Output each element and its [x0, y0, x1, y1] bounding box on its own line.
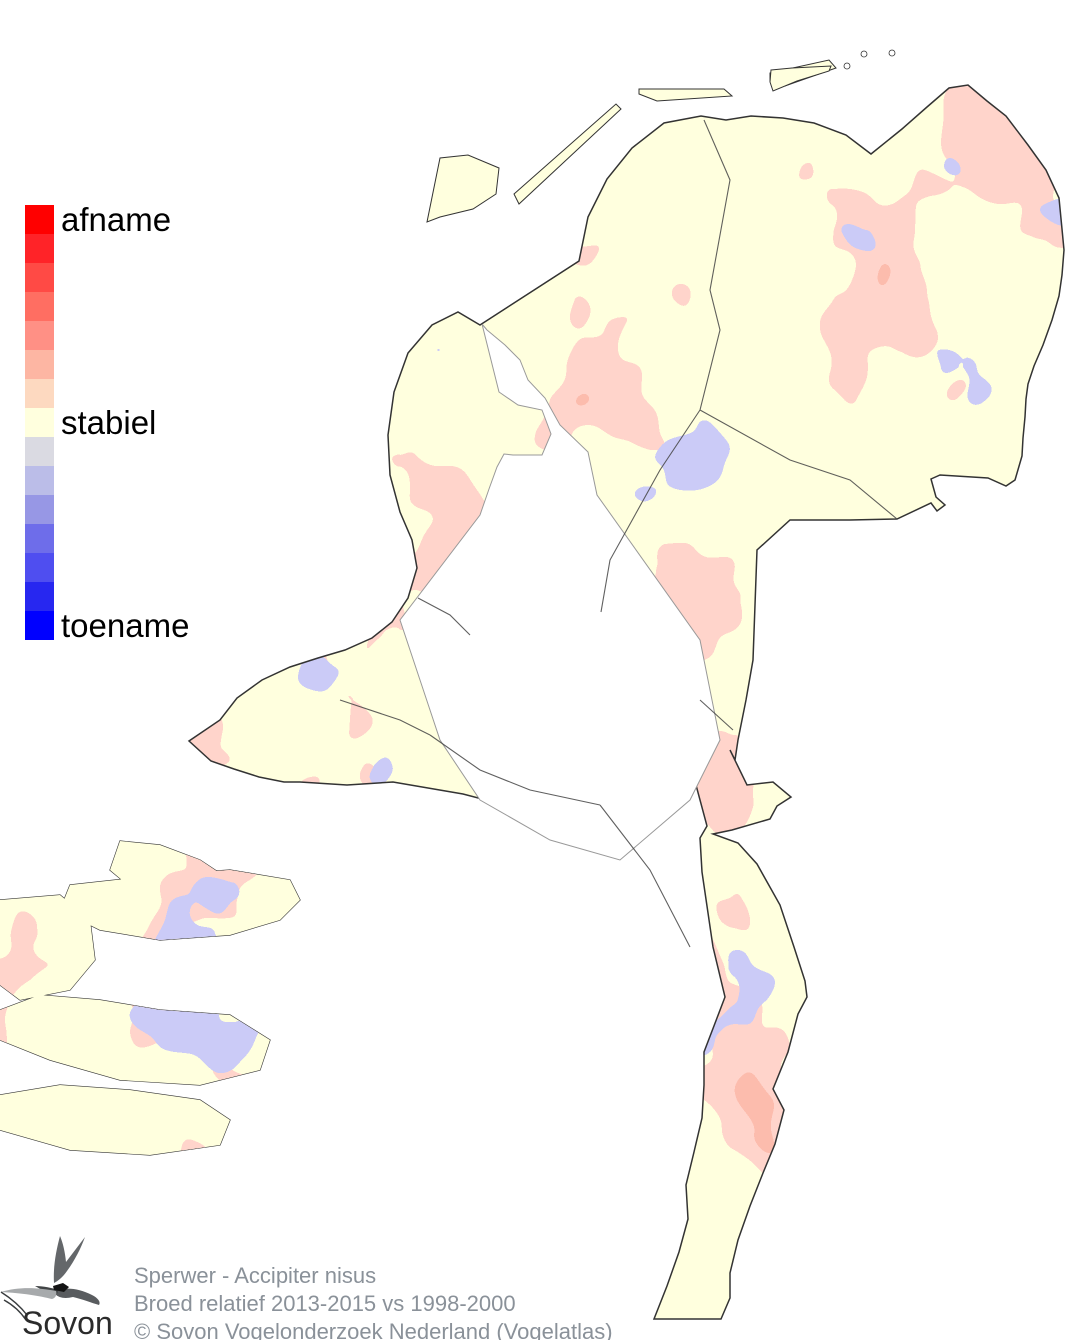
svg-text:Sovon: Sovon: [22, 1305, 113, 1340]
